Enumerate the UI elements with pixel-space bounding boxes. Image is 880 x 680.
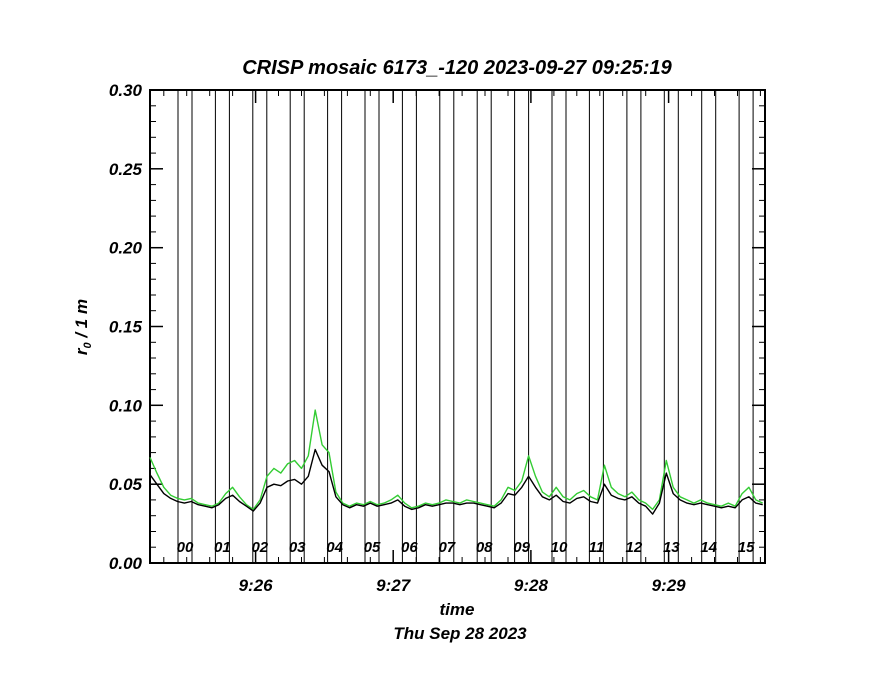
scan-number-label: 05 bbox=[364, 539, 381, 556]
series-line-green bbox=[149, 409, 763, 511]
scan-number-label: 11 bbox=[589, 539, 605, 556]
plot-title: CRISP mosaic 6173_-120 2023-09-27 09:25:… bbox=[242, 57, 672, 79]
scan-number-label: 12 bbox=[626, 539, 643, 556]
scan-number-label: 13 bbox=[663, 539, 680, 556]
scan-number-label: 09 bbox=[513, 539, 530, 556]
plot-frame bbox=[149, 89, 766, 564]
x-tick-label: 9:29 bbox=[652, 576, 687, 595]
x-tick-label: 9:28 bbox=[514, 576, 549, 595]
y-tick-label: 0.15 bbox=[109, 318, 143, 337]
scan-number-label: 04 bbox=[326, 539, 343, 556]
y-tick-label: 0.25 bbox=[109, 160, 143, 179]
x-tick-label: 9:27 bbox=[376, 576, 412, 595]
scan-number-label: 07 bbox=[438, 539, 455, 556]
series-line-black bbox=[149, 448, 763, 515]
y-tick-label: 0.00 bbox=[109, 554, 143, 573]
y-tick-label: 0.30 bbox=[109, 81, 143, 100]
plot-date: Thu Sep 28 2023 bbox=[393, 624, 527, 643]
scan-number-label: 03 bbox=[289, 539, 306, 556]
x-tick-label: 9:26 bbox=[239, 576, 274, 595]
scan-number-label: 01 bbox=[214, 539, 231, 556]
y-tick-label: 0.20 bbox=[109, 239, 143, 258]
x-axis-label: time bbox=[439, 600, 475, 619]
scan-number-label: 08 bbox=[476, 539, 493, 556]
scan-number-label: 14 bbox=[700, 539, 717, 556]
y-tick-label: 0.10 bbox=[109, 396, 143, 415]
scan-number-label: 15 bbox=[738, 539, 755, 556]
scan-number-label: 02 bbox=[251, 539, 268, 556]
scan-number-label: 06 bbox=[401, 539, 418, 556]
scan-number-label: 10 bbox=[551, 539, 568, 556]
y-tick-label: 0.05 bbox=[109, 475, 143, 494]
scan-number-label: 00 bbox=[177, 539, 194, 556]
